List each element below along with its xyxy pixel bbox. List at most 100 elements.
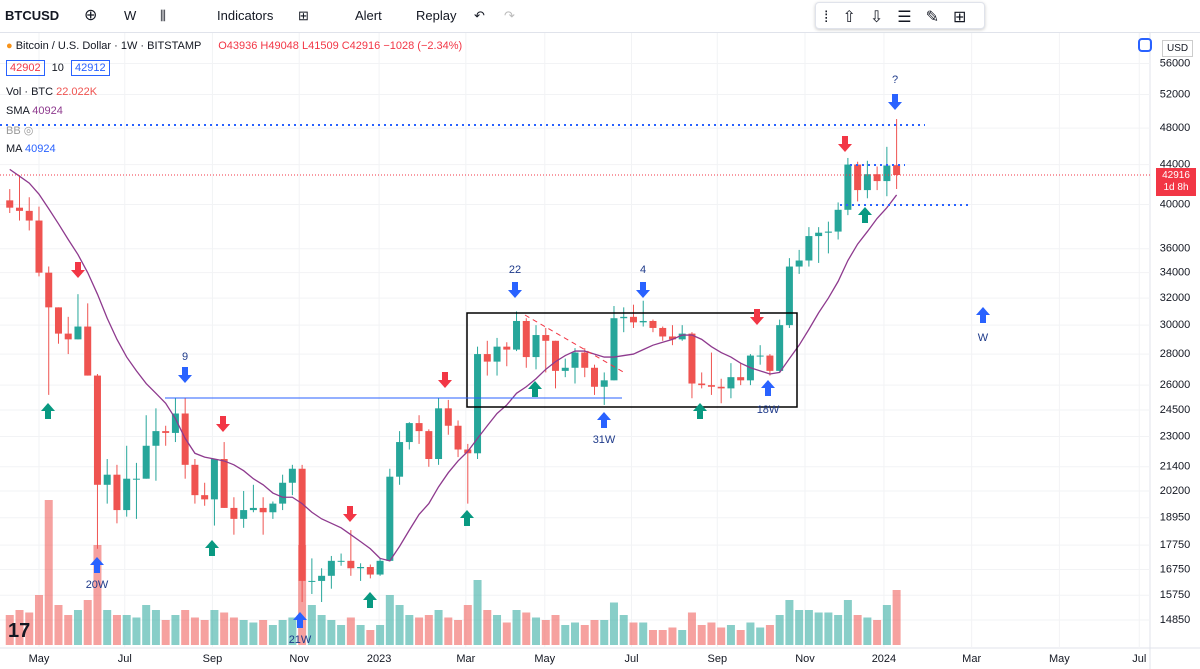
candle-body <box>883 165 891 182</box>
signal-arrow <box>636 282 650 298</box>
currency[interactable]: USD <box>1162 40 1194 57</box>
chart-type[interactable]: ⫼ <box>160 8 166 23</box>
annotation-label: 21W <box>289 634 312 646</box>
undo[interactable]: ↶ <box>474 8 485 23</box>
sell-arrow <box>216 416 230 432</box>
candle-body <box>649 320 657 328</box>
volume-bar <box>83 600 92 645</box>
volume-bar <box>619 615 628 645</box>
candle-body <box>171 413 179 433</box>
volume-bar <box>229 617 238 645</box>
alert[interactable]: Alert <box>355 8 382 23</box>
replay[interactable]: Replay <box>416 8 457 23</box>
candle-body <box>737 377 745 381</box>
sma-line <box>9 168 898 562</box>
candle-body <box>84 326 92 376</box>
templates[interactable]: ⊞ <box>298 8 309 23</box>
volume-bar <box>580 625 589 645</box>
candle-body <box>435 408 443 460</box>
candle-body <box>834 209 842 232</box>
volume-bar <box>648 630 657 645</box>
volume-bar <box>103 610 112 645</box>
auto-scale[interactable] <box>1138 38 1152 52</box>
volume-bar <box>376 625 385 645</box>
volume-bar <box>171 615 180 645</box>
buy-arrow <box>363 592 377 608</box>
volume-bar <box>561 625 570 645</box>
candle-body <box>415 423 423 432</box>
volume-bar <box>259 620 268 645</box>
candle-body <box>561 367 569 371</box>
candle-body <box>152 431 160 446</box>
add-symbol[interactable]: ⊕ <box>84 7 98 24</box>
volume-bar <box>483 610 492 645</box>
range-box <box>466 312 798 408</box>
candle-body <box>815 232 823 237</box>
y-tick-label: 18950 <box>1160 512 1191 524</box>
candle-body <box>220 459 228 508</box>
symbol[interactable]: BTCUSD <box>5 8 60 23</box>
y-tick-label: 14850 <box>1160 614 1191 626</box>
candle-body <box>113 474 121 511</box>
candle-body <box>483 354 491 362</box>
candle-body <box>756 355 764 357</box>
candle-body <box>210 459 218 500</box>
indicators[interactable]: Indicators <box>217 8 274 23</box>
volume-bar <box>327 620 336 645</box>
candle-body <box>327 560 335 576</box>
redo[interactable]: ↷ <box>504 8 515 23</box>
candle-body <box>824 231 832 233</box>
annotation-label: 4 <box>640 264 646 276</box>
y-tick-label: 36000 <box>1160 243 1191 255</box>
candle-body <box>376 560 384 575</box>
candle-body <box>532 335 540 358</box>
candle-body <box>35 220 43 273</box>
buy-arrow <box>528 381 542 397</box>
candle-body <box>668 336 676 340</box>
volume-bar <box>571 622 579 645</box>
volume-bar <box>843 600 852 645</box>
x-tick-label: May <box>1049 653 1070 665</box>
x-tick-label: Mar <box>456 653 475 665</box>
drawing-toolbar[interactable]: ⁞⇧⇩☰✎⊞ <box>815 2 985 29</box>
volume-bar <box>288 617 297 645</box>
y-tick-label: 16750 <box>1160 563 1191 575</box>
volume-bar <box>629 622 638 645</box>
interval[interactable]: W <box>124 8 137 23</box>
volume-bar <box>814 612 823 645</box>
signal-arrow <box>508 282 522 298</box>
volume-bar <box>54 605 63 645</box>
x-tick-label: May <box>29 653 50 665</box>
candle-body <box>844 164 852 210</box>
candle-body <box>610 318 618 381</box>
y-tick-label: 15750 <box>1160 589 1191 601</box>
x-tick-label: Nov <box>795 653 815 665</box>
bb-legend: BB ◎ <box>6 125 34 137</box>
volume-bar <box>44 500 53 645</box>
x-tick-label: 2024 <box>872 653 896 665</box>
volume-bar <box>385 595 394 645</box>
volume-bar <box>454 620 463 645</box>
volume-bar <box>415 617 424 645</box>
candle-body <box>474 354 482 454</box>
volume-bar <box>726 625 735 645</box>
candle-body <box>396 442 404 477</box>
y-tick-label: 26000 <box>1160 379 1191 391</box>
volume-bar <box>444 617 453 645</box>
volume-bar <box>25 612 34 645</box>
symbol-name: Bitcoin / U.S. Dollar · 1W · BITSTAMP <box>15 40 202 52</box>
trend-line <box>524 314 626 374</box>
candle-body <box>854 164 862 191</box>
candle-body <box>337 560 345 562</box>
y-tick-label: 40000 <box>1160 198 1191 210</box>
candle-body <box>659 327 667 337</box>
volume-bar <box>892 590 901 645</box>
volume-bar <box>337 625 346 645</box>
candle-body <box>93 375 101 485</box>
signal-arrow <box>597 412 611 428</box>
volume-bar <box>64 615 73 645</box>
candle-body <box>103 474 111 485</box>
sell-arrow <box>438 372 452 388</box>
candle-body <box>25 210 33 221</box>
